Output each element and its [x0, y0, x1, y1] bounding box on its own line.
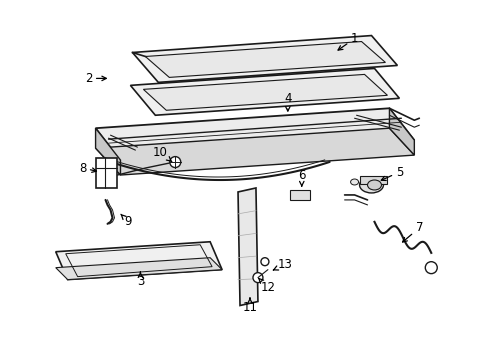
Text: 1: 1: [337, 32, 358, 50]
Ellipse shape: [350, 179, 358, 185]
Text: 2: 2: [85, 72, 106, 85]
Bar: [359, 176, 386, 184]
Text: 6: 6: [297, 168, 305, 186]
Polygon shape: [143, 75, 386, 110]
Text: 12: 12: [258, 278, 275, 294]
Text: 13: 13: [273, 258, 292, 271]
Polygon shape: [238, 188, 258, 306]
Circle shape: [252, 273, 263, 283]
Text: 9: 9: [121, 214, 132, 228]
Text: 10: 10: [153, 145, 171, 162]
Polygon shape: [56, 242, 222, 280]
Text: 11: 11: [242, 298, 257, 314]
Polygon shape: [132, 36, 397, 82]
Polygon shape: [130, 68, 399, 115]
Polygon shape: [95, 128, 413, 175]
Ellipse shape: [359, 177, 383, 193]
Text: 4: 4: [284, 92, 291, 111]
Text: 8: 8: [79, 162, 96, 175]
Circle shape: [261, 258, 268, 266]
Text: 7: 7: [402, 221, 422, 242]
Bar: [289, 190, 309, 200]
Polygon shape: [145, 41, 385, 77]
Text: 5: 5: [381, 166, 402, 180]
Polygon shape: [388, 108, 413, 155]
Bar: [95, 158, 117, 188]
Polygon shape: [95, 108, 413, 160]
Ellipse shape: [367, 180, 381, 190]
Circle shape: [425, 262, 436, 274]
Polygon shape: [56, 258, 222, 280]
Circle shape: [169, 157, 181, 167]
Text: 3: 3: [137, 272, 144, 288]
Polygon shape: [95, 128, 120, 175]
